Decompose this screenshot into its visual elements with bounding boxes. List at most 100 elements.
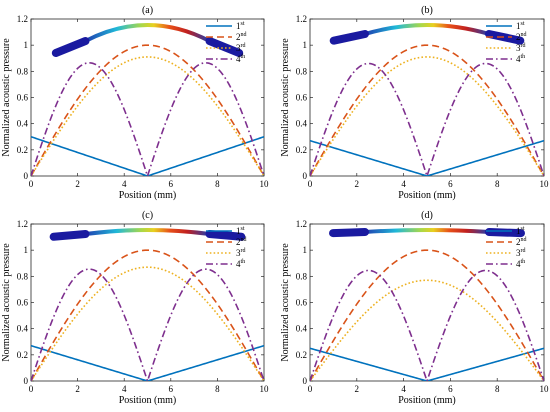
y-tick-label: 0.4 — [296, 324, 308, 334]
y-tick-label: 0.6 — [296, 298, 308, 308]
x-tick-label: 6 — [169, 179, 174, 189]
series-line-3rd — [310, 56, 544, 176]
axes-frame — [30, 18, 265, 177]
legend-label: 4th — [516, 54, 525, 64]
legend-label: 1st — [516, 21, 525, 31]
y-tick-label: 0.6 — [296, 93, 308, 103]
legend-label: 3rd — [516, 248, 526, 258]
x-axis-label: Position (mm) — [119, 190, 177, 201]
series-line-2nd — [310, 249, 544, 381]
y-tick-label: 0 — [24, 171, 29, 181]
y-tick-label: 1.2 — [296, 219, 307, 229]
transducer-inset-image — [329, 23, 525, 45]
y-tick-label: 1.2 — [17, 219, 28, 229]
y-axis-label: Normalized acoustic pressure — [280, 38, 291, 157]
x-tick-label: 4 — [122, 179, 127, 189]
x-tick-label: 0 — [29, 384, 34, 394]
transducer-arc — [364, 228, 490, 234]
x-tick-label: 4 — [122, 384, 127, 394]
x-axis-label: Position (mm) — [119, 395, 177, 406]
series-line-1st — [31, 344, 264, 381]
legend-label: 2nd — [236, 237, 247, 247]
legend-label: 2nd — [516, 237, 527, 247]
legend-label: 3rd — [236, 248, 246, 258]
transducer-right-block — [205, 230, 246, 241]
x-tick-label: 10 — [260, 179, 270, 189]
legend-label: 4th — [236, 259, 245, 269]
y-tick-label: 1.2 — [17, 14, 28, 24]
transducer-right-block — [205, 37, 244, 57]
y-tick-label: 1 — [24, 40, 29, 50]
transducer-right-block — [485, 30, 525, 45]
y-tick-label: 0.2 — [296, 145, 307, 155]
panel-title: (d) — [421, 210, 433, 221]
x-tick-label: 8 — [215, 384, 220, 394]
legend-label: 1st — [236, 21, 245, 31]
series-line-1st — [31, 135, 264, 176]
x-axis-label: Position (mm) — [398, 190, 456, 201]
series-line-1st — [310, 139, 544, 176]
x-tick-label: 0 — [308, 384, 313, 394]
y-tick-label: 1.2 — [296, 14, 307, 24]
transducer-inset-image — [51, 23, 244, 57]
y-tick-label: 0.2 — [17, 145, 28, 155]
y-tick-label: 0.6 — [17, 93, 29, 103]
y-tick-label: 0.2 — [296, 350, 307, 360]
legend-label: 4th — [516, 259, 525, 269]
transducer-arc — [364, 23, 490, 36]
x-tick-label: 8 — [495, 179, 500, 189]
series-line-3rd — [310, 279, 544, 381]
series-line-1st — [310, 347, 544, 381]
transducer-left-block — [329, 228, 369, 238]
series-line-4th — [31, 268, 264, 381]
transducer-left-block — [329, 30, 369, 45]
y-tick-label: 0.8 — [17, 271, 29, 281]
legend-label: 4th — [236, 54, 245, 64]
x-tick-label: 8 — [495, 384, 500, 394]
x-axis-label: Position (mm) — [398, 395, 456, 406]
y-tick-label: 0.4 — [296, 119, 308, 129]
x-tick-label: 10 — [540, 384, 550, 394]
y-tick-label: 0 — [303, 171, 308, 181]
y-tick-label: 0 — [24, 376, 29, 386]
x-tick-label: 6 — [169, 384, 174, 394]
series-line-3rd — [31, 56, 264, 176]
axes-frame — [309, 18, 545, 177]
y-tick-label: 0.8 — [296, 66, 308, 76]
transducer-inset-image — [329, 228, 525, 238]
series-line-4th — [31, 62, 264, 176]
legend-label: 1st — [236, 226, 245, 236]
y-tick-label: 0 — [303, 376, 308, 386]
transducer-right-block — [485, 228, 525, 238]
x-tick-label: 10 — [260, 384, 270, 394]
y-tick-label: 0.8 — [296, 271, 308, 281]
y-tick-label: 0.2 — [17, 350, 28, 360]
x-tick-label: 4 — [401, 179, 406, 189]
y-tick-label: 1 — [303, 40, 308, 50]
x-tick-label: 0 — [308, 179, 313, 189]
y-tick-label: 1 — [303, 245, 308, 255]
x-tick-label: 6 — [448, 179, 453, 189]
x-tick-label: 2 — [75, 384, 80, 394]
y-tick-label: 1 — [24, 245, 29, 255]
y-axis-label: Normalized acoustic pressure — [1, 243, 12, 362]
chart-panel: 0 2 4 6 8 10 0 0.2 0.4 0.6 0.8 1 1.2 Position (mm) Nor… — [280, 210, 549, 406]
series-line-3rd — [31, 266, 264, 381]
series-line-4th — [310, 62, 544, 176]
chart-panel: 0 2 4 6 8 10 0 0.2 0.4 0.6 0.8 1 1.2 Position (mm) Nor… — [1, 210, 269, 406]
x-tick-label: 2 — [75, 179, 80, 189]
transducer-inset-image — [49, 228, 246, 241]
series-line-4th — [310, 269, 544, 381]
y-axis-label: Normalized acoustic pressure — [1, 38, 12, 157]
legend-label: 3rd — [236, 43, 246, 53]
x-tick-label: 6 — [448, 384, 453, 394]
transducer-arc — [85, 228, 210, 236]
legend-label: 2nd — [236, 32, 247, 42]
x-tick-label: 2 — [355, 179, 360, 189]
series-line-2nd — [310, 44, 544, 176]
transducer-left-block — [51, 37, 90, 57]
x-tick-label: 2 — [355, 384, 360, 394]
